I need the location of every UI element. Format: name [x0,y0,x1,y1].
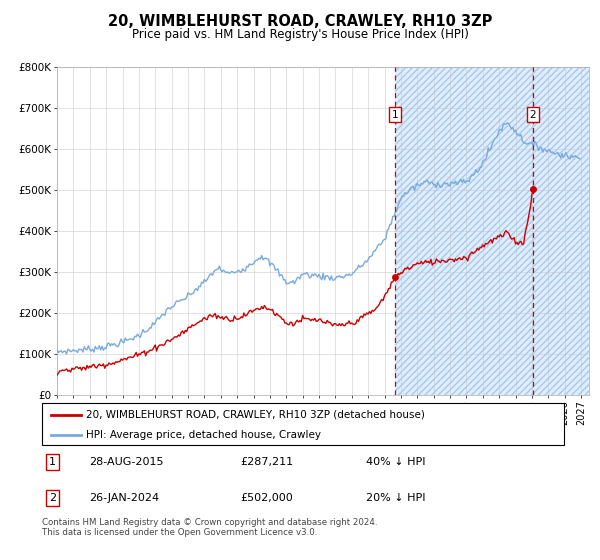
Text: 2: 2 [530,110,536,120]
Bar [395,67,589,395]
Text: 26-JAN-2024: 26-JAN-2024 [89,493,159,503]
Bar [395,67,589,395]
Text: HPI: Average price, detached house, Crawley: HPI: Average price, detached house, Craw… [86,430,322,440]
Text: £287,211: £287,211 [241,457,293,467]
Text: 1: 1 [49,457,56,467]
Text: 20% ↓ HPI: 20% ↓ HPI [365,493,425,503]
Text: 20, WIMBLEHURST ROAD, CRAWLEY, RH10 3ZP: 20, WIMBLEHURST ROAD, CRAWLEY, RH10 3ZP [108,14,492,29]
Text: Contains HM Land Registry data © Crown copyright and database right 2024.
This d: Contains HM Land Registry data © Crown c… [42,518,377,538]
Text: 40% ↓ HPI: 40% ↓ HPI [365,457,425,467]
FancyBboxPatch shape [42,403,564,445]
Text: Price paid vs. HM Land Registry's House Price Index (HPI): Price paid vs. HM Land Registry's House … [131,28,469,41]
Text: 1: 1 [392,110,398,120]
Text: 28-AUG-2015: 28-AUG-2015 [89,457,163,467]
Text: £502,000: £502,000 [241,493,293,503]
Text: 20, WIMBLEHURST ROAD, CRAWLEY, RH10 3ZP (detached house): 20, WIMBLEHURST ROAD, CRAWLEY, RH10 3ZP … [86,409,425,419]
Text: 2: 2 [49,493,56,503]
